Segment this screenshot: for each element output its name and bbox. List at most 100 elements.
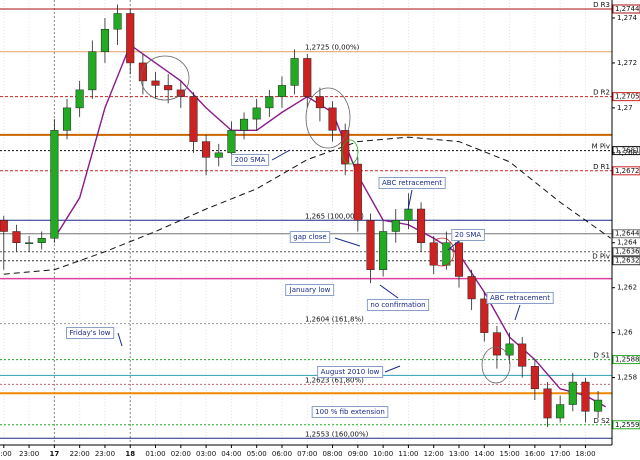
annotations: 200 SMA ABC retracement gap close 20 SMA Jan… (66, 154, 554, 418)
candle-body (277, 85, 287, 97)
x-tick-label: 23:00 (19, 450, 39, 458)
x-tick-label: 18:00 (575, 450, 595, 458)
y-tick-label: 1,26 (617, 329, 633, 337)
level-label: D S2 (593, 417, 610, 425)
candle-body (556, 404, 565, 419)
price-box (612, 166, 640, 176)
annotation-text: Friday's low (70, 329, 111, 337)
ellipse (305, 87, 351, 149)
price-box (612, 256, 640, 266)
x-tick-label: 23:00 (95, 450, 115, 458)
price-box-label: 1,2636 (615, 248, 640, 256)
annotation-text: ABC retracement (382, 179, 442, 187)
annotation-text: ABC retracement (490, 294, 550, 302)
candle-body (379, 231, 388, 270)
x-tick-label: 15:00 (499, 450, 519, 458)
annotation-box (311, 406, 389, 418)
annotation: 200 SMA (231, 154, 270, 166)
ellipse (429, 237, 455, 267)
annotation-text: January low (289, 286, 331, 294)
annotation-box (378, 177, 446, 189)
candle-body (12, 231, 21, 243)
x-tick-label: 17 (49, 450, 59, 458)
candle-body (454, 242, 464, 277)
annotation: ABC retracement (378, 177, 446, 189)
price-box (612, 4, 640, 14)
price-box-label: 1,2559 (615, 421, 640, 429)
arrow (514, 304, 521, 321)
price-box-label: 1,2705 (615, 93, 640, 101)
level-label: 1,265 (100,00%) (305, 212, 364, 220)
level-label: 1,2604 (161,8%) (305, 316, 364, 324)
annotation-box (317, 366, 384, 378)
candle-body (0, 220, 8, 232)
level-label: D Piv (592, 253, 610, 261)
candle-body (37, 237, 46, 243)
x-tick-label: 01:00 (145, 450, 165, 458)
candle-body (290, 58, 299, 86)
annotation: 20 SMA (451, 229, 485, 241)
candle-body (315, 96, 324, 109)
annotation-text: no confirmation (370, 301, 425, 309)
arrow (407, 189, 413, 211)
candle-body (480, 298, 489, 333)
annotation-box (66, 327, 115, 339)
candle-body (581, 381, 590, 412)
candle-body (505, 343, 514, 356)
annotation-text: 20 SMA (455, 231, 482, 239)
y-tick-label: 1,258 (617, 374, 637, 382)
price-box-label: 1,2681 (615, 147, 640, 155)
candle-body (594, 399, 603, 412)
level-label: D S1 (593, 352, 610, 360)
level-label: 1,2725 (0,00%) (305, 44, 360, 52)
arrows (117, 149, 521, 373)
candles (0, 4, 603, 428)
candle-body (189, 96, 198, 142)
annotation: Friday's low (66, 327, 115, 339)
ellipse (341, 139, 359, 165)
ellipse (140, 55, 190, 101)
price-box-label: 1,2632 (615, 257, 640, 265)
candle-body (252, 107, 261, 120)
candle-body (62, 107, 72, 131)
candle-body (353, 163, 362, 221)
price-box (612, 92, 640, 102)
candle-body (88, 51, 97, 91)
level-label: D R1 (593, 163, 610, 171)
levels: D R3 1,2744 1,2725 (0,00%) D R2 1,2705 M Piv 1… (0, 1, 640, 439)
candle-body (303, 58, 312, 97)
annotation-box (486, 292, 554, 304)
x-tick-label: 04:00 (221, 450, 241, 458)
arrow (447, 239, 461, 251)
arrow (379, 284, 399, 299)
arrow (271, 149, 291, 161)
level-label: 1,2623 (61,80%) (305, 376, 364, 384)
arrow (334, 237, 361, 247)
level-label: M Piv (592, 143, 610, 151)
arrow (384, 365, 401, 373)
price-box (612, 247, 640, 257)
candle-body (341, 130, 350, 165)
candle-body (265, 96, 274, 109)
candle-body (126, 13, 135, 64)
price-box-label: 1,2644 (615, 230, 640, 238)
arrow (117, 332, 123, 347)
price-box (612, 146, 640, 156)
candle-body (518, 343, 527, 367)
candle-body (568, 381, 577, 405)
x-tick-label: 07:00 (297, 450, 317, 458)
candle-body (227, 130, 236, 154)
candle-body (214, 152, 223, 158)
x-tick-label: 08:00 (322, 450, 342, 458)
annotation-text: 100 % fib extension (315, 408, 385, 416)
candle-body (492, 332, 501, 356)
annotation: 100 % fib extension (311, 406, 389, 418)
y-tick-label: 1,274 (617, 14, 638, 22)
annotation: no confirmation (366, 299, 430, 311)
price-box-label: 1,2744 (615, 5, 640, 13)
price-box (612, 420, 640, 430)
level-label: 1,2553 (160,00%) (305, 430, 369, 438)
candle-body (442, 242, 451, 266)
